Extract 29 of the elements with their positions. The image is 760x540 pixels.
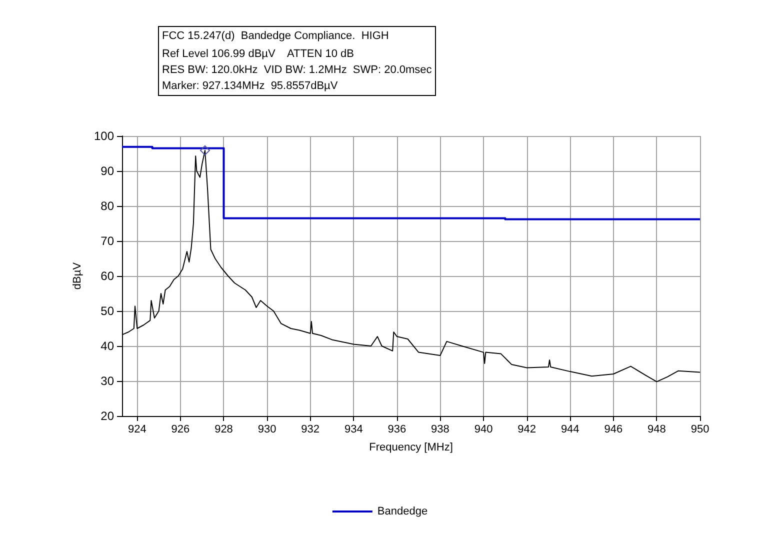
legend-label: Bandedge xyxy=(377,506,428,518)
x-tick-label: 946 xyxy=(604,424,623,436)
x-tick-label: 944 xyxy=(560,424,580,436)
x-tick-label: 936 xyxy=(388,424,406,436)
x-tick-label: 930 xyxy=(258,424,276,436)
x-tick-label: 950 xyxy=(690,424,710,436)
y-tick-label: 50 xyxy=(100,304,114,318)
y-tick-label: 20 xyxy=(100,409,114,423)
x-tick-label: 924 xyxy=(128,424,146,436)
chart-title: FCC 15.247(d) Bandedge Compliance. HIGH xyxy=(162,30,389,42)
y-axis-title: dBµV xyxy=(72,262,84,290)
x-tick-label: 926 xyxy=(171,424,190,436)
y-tick-label: 30 xyxy=(100,374,114,388)
x-tick-label: 934 xyxy=(344,424,363,436)
y-tick-label: 40 xyxy=(100,339,114,353)
x-tick-label: 932 xyxy=(301,424,320,436)
y-tick-label: 70 xyxy=(100,234,114,248)
x-axis-title: Frequency [MHz] xyxy=(369,442,453,454)
x-tick-label: 940 xyxy=(474,424,493,436)
x-tick-label: 938 xyxy=(431,424,450,436)
x-tick-label: 942 xyxy=(518,424,536,436)
y-tick-label: 80 xyxy=(100,199,114,213)
y-tick-label: 60 xyxy=(100,269,114,283)
x-tick-label: 928 xyxy=(214,424,233,436)
text: Marker: 927.134MHz 95.8557dBµV xyxy=(162,80,338,92)
y-tick-label: 90 xyxy=(100,164,114,178)
chart-subtitle: Ref Level 106.99 dBµV ATTEN 10 dB RES BW: 120.0kHz VID BW: 1.2MHz SWP: 20.0msec xyxy=(162,48,432,76)
y-tick-label: 100 xyxy=(94,129,114,143)
x-tick-label: 948 xyxy=(648,424,666,436)
